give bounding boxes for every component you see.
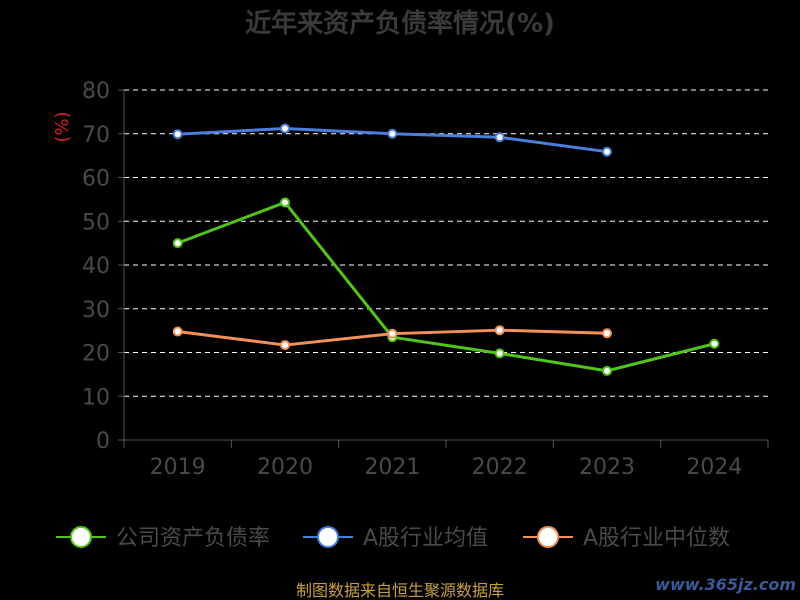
x-tick-label: 2022 <box>472 455 528 480</box>
data-source-note: 制图数据来自恒生聚源数据库 <box>296 581 504 600</box>
series-line <box>177 200 715 373</box>
axes: 0 10 20 30 40 50 60 70 80 2019 2020 2021 2022 2023 202… <box>82 79 769 480</box>
data-point[interactable] <box>172 238 183 249</box>
legend-label: A股行业均值 <box>363 526 488 551</box>
legend[interactable]: 公司资产负债率 A股行业均值 A股行业中位数 <box>56 526 730 551</box>
data-point[interactable] <box>387 128 398 139</box>
legend-marker <box>317 526 339 548</box>
data-point[interactable] <box>602 328 612 339</box>
legend-item[interactable]: A股行业中位数 <box>523 526 730 551</box>
legend-item[interactable]: A股行业均值 <box>303 526 488 551</box>
x-tick-label: 2020 <box>257 455 313 480</box>
legend-marker <box>537 526 559 548</box>
legend-label: A股行业中位数 <box>583 526 730 551</box>
x-tick-label: 2024 <box>686 455 742 480</box>
data-point[interactable] <box>172 326 183 337</box>
y-tick-label: 20 <box>82 342 110 367</box>
y-axis-unit: (%) <box>52 111 73 142</box>
series-0 <box>172 197 720 376</box>
y-tick-label: 50 <box>82 210 110 235</box>
data-point[interactable] <box>602 146 612 157</box>
x-tick-label: 2021 <box>364 455 420 480</box>
legend-item[interactable]: 公司资产负债率 <box>56 526 270 551</box>
y-tick-label: 60 <box>82 167 110 192</box>
data-point[interactable] <box>494 132 505 143</box>
data-point[interactable] <box>709 338 720 349</box>
y-tick-label: 0 <box>96 429 110 454</box>
data-point[interactable] <box>280 197 290 208</box>
data-point[interactable] <box>280 340 290 351</box>
legend-marker <box>70 526 92 548</box>
series-1 <box>172 123 612 157</box>
y-tick-label: 70 <box>82 123 110 148</box>
data-point[interactable] <box>494 325 505 336</box>
y-tick-label: 30 <box>82 298 110 323</box>
data-point[interactable] <box>172 129 183 140</box>
y-tick-label: 10 <box>82 385 110 410</box>
x-tick-label: 2023 <box>579 455 635 480</box>
legend-label: 公司资产负债率 <box>116 526 270 551</box>
data-point[interactable] <box>387 328 398 339</box>
series-lines <box>172 123 720 376</box>
data-point[interactable] <box>280 123 290 134</box>
data-point[interactable] <box>494 348 505 359</box>
y-tick-label: 80 <box>82 79 110 104</box>
chart-title: 近年来资产负债率情况(%) <box>245 8 555 39</box>
watermark: www.365jz.com <box>655 575 796 594</box>
data-point[interactable] <box>602 365 612 376</box>
y-tick-label: 40 <box>82 254 110 279</box>
series-2 <box>172 325 612 351</box>
x-tick-label: 2019 <box>150 455 206 480</box>
